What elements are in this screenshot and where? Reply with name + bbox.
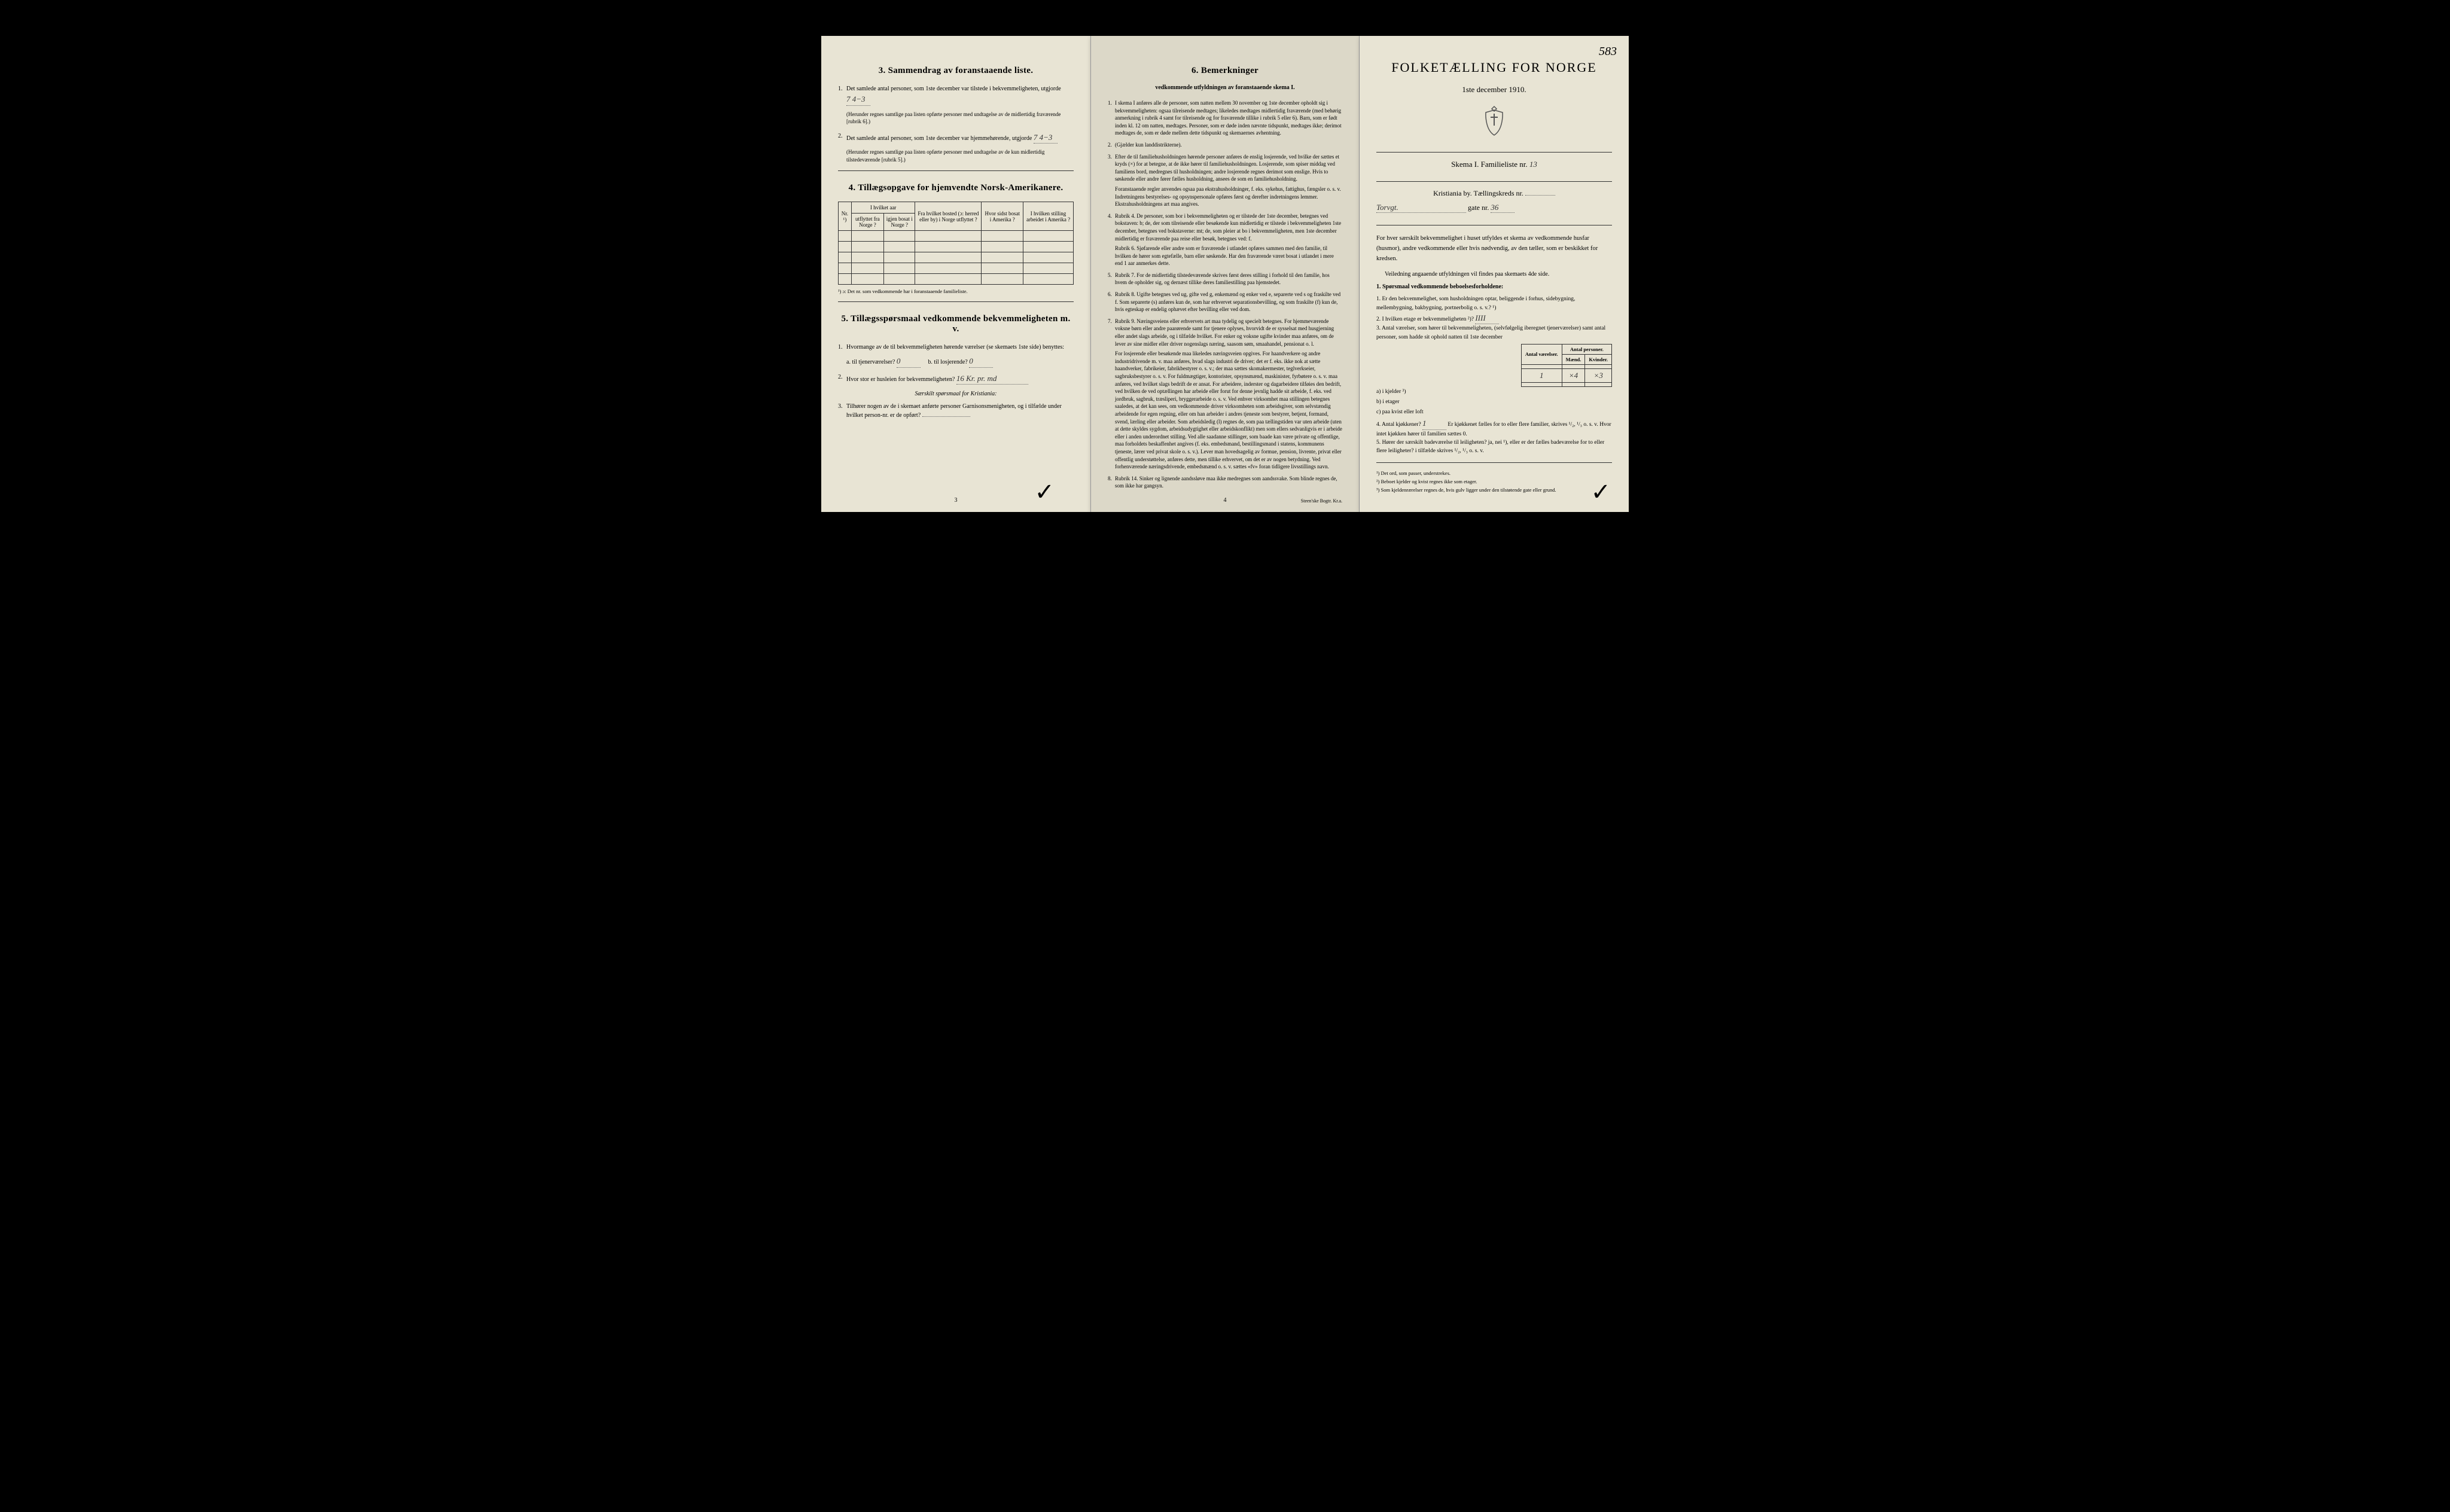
bem-item: 7.Rubrik 9. Næringsveiens eller erhverve… [1108, 318, 1342, 471]
subtitle: 1ste december 1910. [1376, 85, 1612, 94]
skema-label: Skema I. Familieliste nr. [1451, 160, 1527, 169]
bem-item: 6.Rubrik 8. Ugifte betegnes ved ug, gift… [1108, 291, 1342, 313]
th-hvor: Hvor sidst bosat i Amerika ? [982, 202, 1023, 231]
bem-item: 1.I skema I anføres alle de personer, so… [1108, 99, 1342, 137]
q1-4: 4. Antal kjøkkener? 1 Er kjøkkenet fælle… [1376, 417, 1612, 438]
section5-title: 5. Tillægsspørsmaal vedkommende bekvemme… [838, 314, 1074, 334]
skema-value: 13 [1529, 160, 1537, 169]
q1a-value: 0 [897, 355, 921, 368]
th-igjen: igjen bosat i Norge ? [884, 214, 915, 231]
street-line: Torvgt. gate nr. 36 [1376, 203, 1612, 213]
section3-title: 3. Sammendrag av foranstaaende liste. [838, 66, 1074, 76]
q1-5: 5. Hører der særskilt badeværelse til le… [1376, 438, 1612, 456]
q1-2-text: 2. I hvilken etage er bekvemmeligheten ²… [1376, 316, 1474, 322]
cell-bk: ×3 [1585, 368, 1612, 382]
street-value: Torvgt. [1376, 203, 1466, 213]
s3-item2-note: (Herunder regnes samtlige paa listen opf… [838, 148, 1074, 163]
checkmark-icon: ✓ [1034, 478, 1055, 506]
small-table: Antal værelser. Antal personer. Mænd. Kv… [1521, 344, 1612, 387]
q2-note: Særskilt spørsmaal for Kristiania: [838, 389, 1074, 398]
th-stilling: I hvilken stilling arbeidet i Amerika ? [1023, 202, 1074, 231]
s5-q2-text: Hvor stor er husleien for bekvemmelighet… [846, 376, 955, 383]
s5-q2: 2.Hvor stor er husleien for bekvemmeligh… [838, 373, 1074, 385]
section4-title: 4. Tillægsopgave for hjemvendte Norsk-Am… [838, 183, 1074, 193]
q1-4-text: 4. Antal kjøkkener? [1376, 422, 1421, 428]
s3-item2-text: Det samlede antal personer, som 1ste dec… [846, 135, 1032, 142]
q1b-value: 0 [969, 355, 993, 368]
fn2: ²) Beboet kjelder og kvist regnes ikke s… [1376, 478, 1612, 484]
th-kvinder: Kvinder. [1585, 354, 1612, 364]
intro-note: Veiledning angaaende utfyldningen vil fi… [1376, 270, 1612, 279]
th-aar: I hvilket aar [851, 202, 915, 214]
gate-value: 36 [1491, 203, 1515, 213]
corner-number: 583 [1599, 45, 1617, 59]
s3-item2-value: 7 4−3 [1034, 132, 1058, 144]
row-b: b) i etager [1376, 397, 1612, 407]
fn3: ³) Som kjeldenrærelser regnes de, hvis g… [1376, 487, 1612, 493]
location-label: Kristiania by. Tællingskreds nr. [1433, 189, 1523, 197]
s3-item1: 1.Det samlede antal personer, som 1ste d… [838, 84, 1074, 106]
q1-3: 3. Antal værelser, som hører til bekvemm… [1376, 324, 1612, 342]
q1-title: 1. Spørsmaal vedkommende beboelsesforhol… [1376, 282, 1612, 291]
q1-2: 2. I hvilken etage er bekvemmeligheten ²… [1376, 312, 1612, 325]
q1a-label: a. til tjenerværelser? [846, 359, 895, 365]
gate-label: gate nr. [1468, 203, 1489, 212]
bemerkninger-list: 1.I skema I anføres alle de personer, so… [1108, 99, 1342, 490]
th-antalp: Antal personer. [1562, 344, 1611, 354]
section6-sub: vedkommende utfyldningen av foranstaaend… [1108, 84, 1342, 91]
section6-title: 6. Bemerkninger [1108, 66, 1342, 76]
th-utfly: utflyttet fra Norge ? [851, 214, 883, 231]
th-mand: Mænd. [1562, 354, 1585, 364]
table4-footnote: ¹) ɔ: Det nr. som vedkommende har i fora… [838, 288, 1074, 294]
divider4 [1376, 181, 1612, 182]
s3-item2: 2.Det samlede antal personer, som 1ste d… [838, 132, 1074, 144]
q1b-label: b. til losjerende? [928, 359, 967, 365]
s3-item1-note: (Herunder regnes samtlige paa listen opf… [838, 111, 1074, 126]
crest-icon [1376, 105, 1612, 144]
q1-4-value: 1 [1422, 417, 1446, 430]
page-left: 3. Sammendrag av foranstaaende liste. 1.… [821, 36, 1090, 512]
main-title: FOLKETÆLLING FOR NORGE [1376, 60, 1612, 75]
cell-bm: ×4 [1562, 368, 1585, 382]
divider3 [1376, 152, 1612, 153]
q1-2-value: IIII [1475, 312, 1499, 325]
row-c: c) paa kvist eller loft [1376, 407, 1612, 417]
s3-item1-text: Det samlede antal personer, som 1ste dec… [846, 86, 1061, 92]
bem-item: 3.Efter de til familiehusholdningen høre… [1108, 153, 1342, 208]
s3-item1-value: 7 4−3 [846, 93, 870, 106]
checkmark-icon-2: ✓ [1590, 478, 1611, 506]
bem-item: 5.Rubrik 7. For de midlertidig tilstedev… [1108, 272, 1342, 286]
table4: Nr. ¹) I hvilket aar Fra hvilket bosted … [838, 202, 1074, 285]
s5-q1-text: Hvormange av de til bekvemmeligheten hør… [846, 344, 1064, 350]
page-right: 583 FOLKETÆLLING FOR NORGE 1ste december… [1360, 36, 1629, 512]
printer-credit: Steen'ske Bogtr. Kr.a. [1301, 498, 1342, 504]
th-antalv: Antal værelser. [1521, 344, 1562, 364]
row-a: a) i kjelder ³) [1376, 387, 1612, 397]
location-line: Kristiania by. Tællingskreds nr. [1376, 189, 1612, 198]
s5-q1: 1.Hvormange av de til bekvemmeligheten h… [838, 343, 1074, 368]
cell-bv: 1 [1521, 368, 1562, 382]
q1-1: 1. Er den bekvemmelighet, som husholdnin… [1376, 295, 1612, 312]
intro-text: For hver særskilt bekvemmelighet i huset… [1376, 234, 1612, 264]
skema-line: Skema I. Familieliste nr. 13 [1376, 160, 1612, 169]
th-fra: Fra hvilket bosted (ɔ: herred eller by) … [915, 202, 982, 231]
bem-item: 2.(Gjælder kun landdistrikterne). [1108, 141, 1342, 149]
page-middle: 6. Bemerkninger vedkommende utfyldningen… [1090, 36, 1360, 512]
divider [838, 170, 1074, 171]
th-nr: Nr. ¹) [839, 202, 852, 231]
bem-item: 8.Rubrik 14. Sinker og lignende aandsslø… [1108, 475, 1342, 490]
bem-item: 4.Rubrik 4. De personer, som bor i bekve… [1108, 212, 1342, 267]
q2-value: 16 Kr. pr. md [956, 373, 1028, 385]
divider6 [1376, 462, 1612, 463]
s5-q3: 3.Tilhører nogen av de i skemaet anførte… [838, 402, 1074, 420]
divider2 [838, 301, 1074, 302]
fn1: ¹) Det ord, som passer, understrekes. [1376, 470, 1612, 476]
